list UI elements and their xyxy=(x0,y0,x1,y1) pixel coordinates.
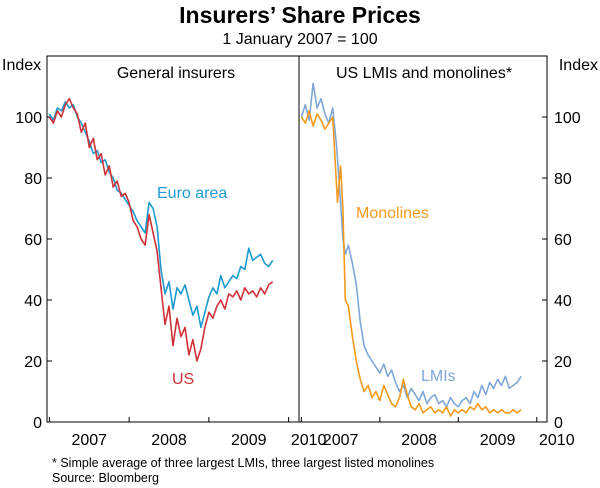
panel-2-xtick-label: 2008 xyxy=(401,432,437,449)
panel-2-xtick-label: 2009 xyxy=(480,432,516,449)
panel-1-xtick-label: 2008 xyxy=(151,432,187,449)
chart-title: Insurers’ Share Prices xyxy=(179,2,421,28)
panel-1-ytick-label: 20 xyxy=(24,354,42,371)
source-note: Source: Bloomberg xyxy=(52,471,160,485)
panel-2-ytick-label: 80 xyxy=(554,171,572,188)
panel-1-ytick-label: 80 xyxy=(24,171,42,188)
panel-1-annotation-us: US xyxy=(172,371,194,388)
panel-1-xtick-label: 2007 xyxy=(71,432,107,449)
panel-2-ytick-label: 60 xyxy=(554,232,572,249)
panel-1-series-us xyxy=(48,97,274,362)
panel-1-ytick-label: 60 xyxy=(24,232,42,249)
panel-1-ylabel: Index xyxy=(2,57,41,74)
panel-2-ytick-label: 20 xyxy=(554,354,572,371)
panel-1-xtick-label: 2009 xyxy=(231,432,267,449)
panel-2-series-lmis xyxy=(300,82,522,408)
panel-2-xtick-label: 2007 xyxy=(323,432,359,449)
footnote: * Simple average of three largest LMIs, … xyxy=(52,456,435,470)
panel-2-ytick-label: 40 xyxy=(554,293,572,310)
chart-notes: * Simple average of three largest LMIs, … xyxy=(52,456,434,486)
panel-1-ytick-label: 100 xyxy=(15,110,42,127)
panel-1-title: General insurers xyxy=(117,65,235,82)
panel-2-title: US LMIs and monolines* xyxy=(336,65,512,82)
panel-2-series-monolines xyxy=(300,110,522,417)
panel-2-ylabel: Index xyxy=(559,57,598,74)
panel-2-xtick-label: 2010 xyxy=(539,432,575,449)
panel-1-ytick-label: 0 xyxy=(33,415,42,432)
panel-1-annotation-euro-area: Euro area xyxy=(157,185,227,202)
panel-2-ytick-label: 100 xyxy=(554,110,581,127)
panel-2-annotation-monolines: Monolines xyxy=(356,205,429,222)
panel-1-ytick-label: 40 xyxy=(24,293,42,310)
plot-frame xyxy=(46,55,548,423)
panel-2-ytick-label: 0 xyxy=(554,415,563,432)
chart-subtitle: 1 January 2007 = 100 xyxy=(222,31,378,48)
panel-2-annotation-lmis: LMIs xyxy=(421,368,456,385)
panel-1-xtick-label: 2010 xyxy=(291,432,327,449)
